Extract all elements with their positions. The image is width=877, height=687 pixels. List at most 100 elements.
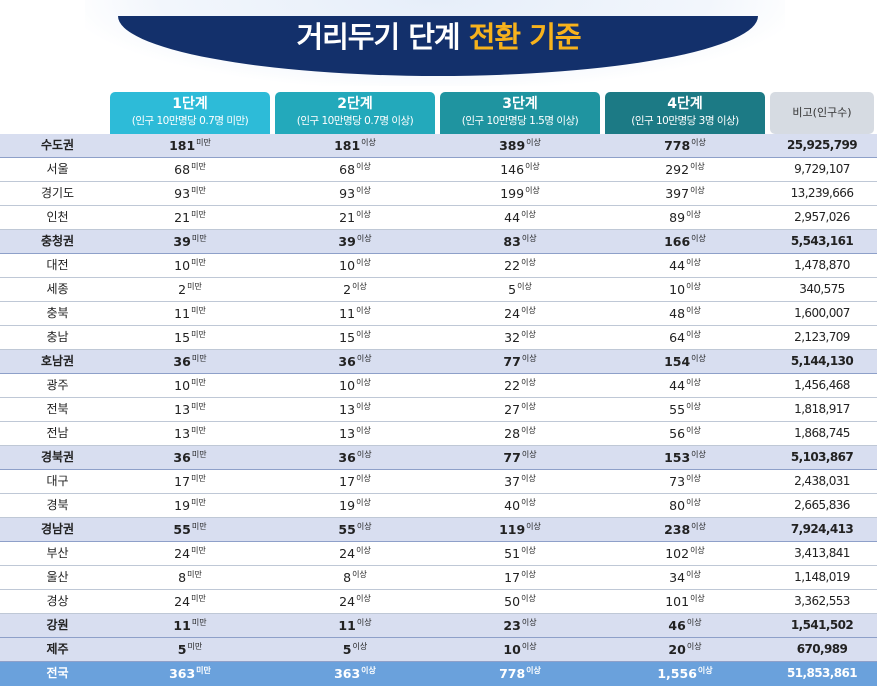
suffix-over: 이상 bbox=[686, 330, 701, 339]
table-row-region: 경북권 36미만 36이상 77이상 153이상 5,103,867 bbox=[0, 446, 877, 470]
stage-3-cell: 83이상 bbox=[440, 230, 600, 253]
suffix-under: 미만 bbox=[191, 522, 207, 531]
stage-2-value: 36 bbox=[338, 354, 356, 369]
region-name: 강원 bbox=[46, 618, 69, 632]
stage-4-cell: 101이상 bbox=[605, 590, 765, 613]
stage-3-value: 22 bbox=[504, 258, 521, 273]
population-value: 5,144,130 bbox=[790, 354, 854, 368]
suffix-over: 이상 bbox=[526, 666, 541, 675]
suffix-under: 미만 bbox=[191, 354, 207, 363]
stage-3-cell: 77이상 bbox=[440, 350, 600, 373]
region-name: 대전 bbox=[46, 258, 69, 272]
stage-3-value: 10 bbox=[503, 642, 521, 657]
suffix-over: 이상 bbox=[356, 162, 371, 171]
header-population: 비고(인구수) bbox=[770, 92, 874, 134]
stage-2-cell: 36이상 bbox=[275, 350, 435, 373]
stage-4-value: 56 bbox=[669, 426, 686, 441]
suffix-over: 이상 bbox=[361, 138, 376, 147]
stage-4-cell: 102이상 bbox=[605, 542, 765, 565]
suffix-over: 이상 bbox=[521, 210, 536, 219]
population-value: 3,413,841 bbox=[794, 546, 850, 560]
suffix-over: 이상 bbox=[521, 378, 536, 387]
stage-3-cell: 119이상 bbox=[440, 518, 600, 541]
stage-4-cell: 46이상 bbox=[605, 614, 765, 637]
suffix-over: 이상 bbox=[521, 306, 536, 315]
stage-2-cell: 15이상 bbox=[275, 326, 435, 349]
stage-1-cell: 19미만 bbox=[110, 494, 270, 517]
stage-3-cell: 27이상 bbox=[440, 398, 600, 421]
suffix-over: 이상 bbox=[521, 258, 536, 267]
suffix-over: 이상 bbox=[521, 354, 537, 363]
table-row: 광주 10미만 10이상 22이상 44이상 1,456,468 bbox=[0, 374, 877, 398]
stage-3-cell: 389이상 bbox=[440, 134, 600, 157]
suffix-over: 이상 bbox=[521, 426, 536, 435]
stage-3-cell: 10이상 bbox=[440, 638, 600, 661]
suffix-over: 이상 bbox=[690, 186, 705, 195]
stage-4-cell: 238이상 bbox=[605, 518, 765, 541]
suffix-under: 미만 bbox=[191, 210, 206, 219]
stage-3-cell: 37이상 bbox=[440, 470, 600, 493]
stage-1-value: 55 bbox=[173, 522, 191, 537]
suffix-over: 이상 bbox=[356, 234, 372, 243]
stage-3-cell: 146이상 bbox=[440, 158, 600, 181]
stage-2-value: 11 bbox=[338, 618, 356, 633]
region-name: 서울 bbox=[46, 162, 69, 176]
stage-3-value: 27 bbox=[504, 402, 521, 417]
suffix-over: 이상 bbox=[356, 618, 372, 627]
suffix-over: 이상 bbox=[521, 234, 537, 243]
suffix-under: 미만 bbox=[191, 594, 206, 603]
population-value: 1,600,007 bbox=[794, 306, 850, 320]
suffix-under: 미만 bbox=[191, 498, 206, 507]
suffix-over: 이상 bbox=[521, 474, 536, 483]
stage-4-value: 20 bbox=[668, 642, 686, 657]
stage-1-value: 15 bbox=[174, 330, 191, 345]
header-stage-3: 3단계 (인구 10만명당 1.5명 이상) bbox=[440, 92, 600, 134]
stage-1-value: 24 bbox=[174, 594, 191, 609]
stage-3-cell: 77이상 bbox=[440, 446, 600, 469]
stage-1-cell: 93미만 bbox=[110, 182, 270, 205]
stage-4-value: 292 bbox=[665, 162, 690, 177]
stage-3-cell: 22이상 bbox=[440, 374, 600, 397]
table-body: 수도권 181미만 181이상 389이상 778이상 25,925,799 서울 68미만 6… bbox=[0, 134, 877, 686]
suffix-over: 이상 bbox=[356, 498, 371, 507]
stage-2-cell: 11이상 bbox=[275, 614, 435, 637]
stage-1-cell: 13미만 bbox=[110, 422, 270, 445]
stage-2-cell: 17이상 bbox=[275, 470, 435, 493]
stage-3-value: 5 bbox=[508, 282, 517, 297]
header-stage-2: 2단계 (인구 10만명당 0.7명 이상) bbox=[275, 92, 435, 134]
stage-3-cell: 24이상 bbox=[440, 302, 600, 325]
suffix-over: 이상 bbox=[691, 450, 706, 459]
stage-2-cell: 93이상 bbox=[275, 182, 435, 205]
suffix-over: 이상 bbox=[686, 426, 701, 435]
suffix-over: 이상 bbox=[521, 402, 536, 411]
population-value: 5,543,161 bbox=[790, 234, 854, 248]
stage-4-cell: 166이상 bbox=[605, 230, 765, 253]
suffix-over: 이상 bbox=[356, 426, 371, 435]
stage-3-value: 778 bbox=[499, 666, 526, 681]
stage-2-cell: 19이상 bbox=[275, 494, 435, 517]
stage-3-value: 119 bbox=[499, 522, 526, 537]
stage-1-cell: 5미만 bbox=[110, 638, 270, 661]
stage-1-value: 36 bbox=[173, 354, 191, 369]
stage-3-cell: 40이상 bbox=[440, 494, 600, 517]
suffix-over: 이상 bbox=[525, 186, 540, 195]
suffix-over: 이상 bbox=[690, 162, 705, 171]
stage-1-cell: 11미만 bbox=[110, 302, 270, 325]
suffix-over: 이상 bbox=[356, 210, 371, 219]
stage-4-cell: 1,556이상 bbox=[605, 662, 765, 685]
table-row: 대구 17미만 17이상 37이상 73이상 2,438,031 bbox=[0, 470, 877, 494]
stage-2-cell: 363이상 bbox=[275, 662, 435, 685]
stage-1-cell: 15미만 bbox=[110, 326, 270, 349]
table-row: 전북 13미만 13이상 27이상 55이상 1,818,917 bbox=[0, 398, 877, 422]
suffix-over: 이상 bbox=[690, 546, 705, 555]
table-row-region: 충청권 39미만 39이상 83이상 166이상 5,543,161 bbox=[0, 230, 877, 254]
title-highlight: 전환 기준 bbox=[468, 20, 582, 54]
stage-2-value: 363 bbox=[334, 666, 361, 681]
table-row-region: 강원 11미만 11이상 23이상 46이상 1,541,502 bbox=[0, 614, 877, 638]
stage-3-value: 32 bbox=[504, 330, 521, 345]
suffix-over: 이상 bbox=[517, 282, 532, 291]
stage-1-cell: 36미만 bbox=[110, 350, 270, 373]
table-row: 전남 13미만 13이상 28이상 56이상 1,868,745 bbox=[0, 422, 877, 446]
header-stage-4: 4단계 (인구 10만명당 3명 이상) bbox=[605, 92, 765, 134]
population-value: 1,148,019 bbox=[794, 570, 850, 584]
